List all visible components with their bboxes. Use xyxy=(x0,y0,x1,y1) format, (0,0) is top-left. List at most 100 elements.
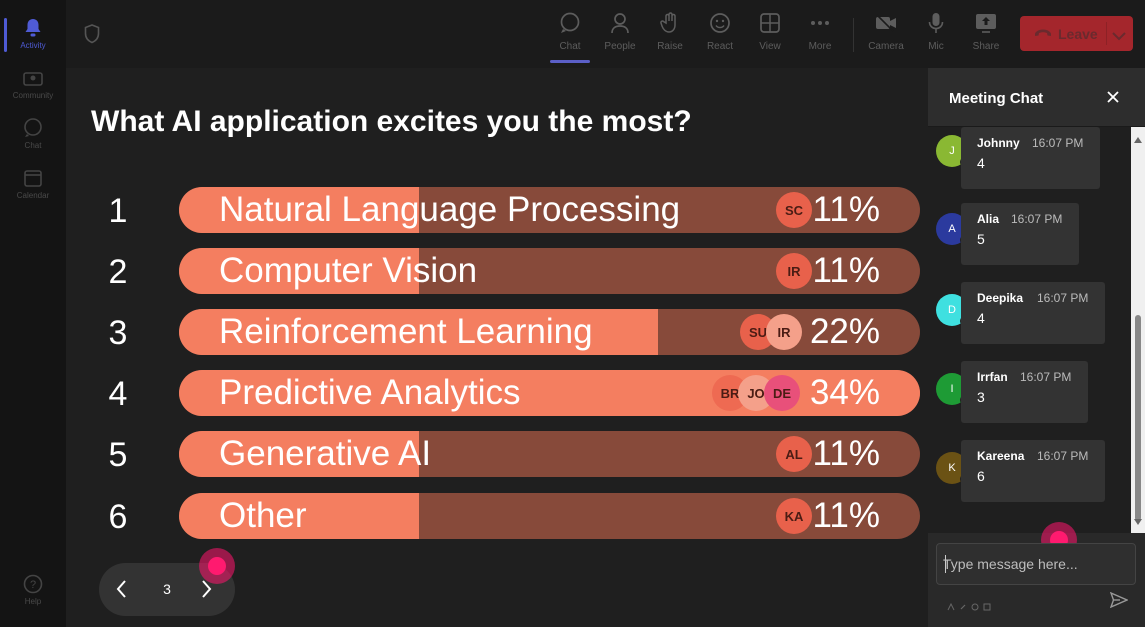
option-bar[interactable]: Generative AI AL 11% xyxy=(179,431,920,477)
rail-item-help[interactable]: ? Help xyxy=(0,564,66,616)
option-bar-fill xyxy=(179,309,659,355)
option-percent: 11% xyxy=(812,251,880,290)
message-input-box[interactable] xyxy=(936,543,1136,585)
option-number: 4 xyxy=(108,375,128,413)
chat-scrollbar[interactable] xyxy=(1131,127,1145,533)
option-number: 1 xyxy=(108,192,128,230)
sender-name: Alia xyxy=(977,212,1000,226)
poll-option[interactable]: 5 Generative AI AL 11% xyxy=(66,431,928,477)
camera-button-label: Camera xyxy=(868,41,904,52)
chat-button-label: Chat xyxy=(559,41,581,52)
grid-view-icon xyxy=(759,12,781,34)
poll-question: What AI application excites you the most… xyxy=(91,105,692,138)
scroll-down-icon[interactable] xyxy=(1134,512,1142,530)
message-time: 16:07 PM xyxy=(1032,136,1084,150)
rail-item-calendar[interactable]: Calendar xyxy=(0,158,66,210)
people-button[interactable]: People xyxy=(597,10,643,60)
option-bar[interactable]: Computer Vision IR 11% xyxy=(179,248,920,294)
microphone-icon xyxy=(925,12,947,34)
mic-button[interactable]: Mic xyxy=(913,10,959,60)
chevron-right-icon[interactable] xyxy=(199,578,213,605)
raise-hand-button[interactable]: Raise xyxy=(647,10,693,60)
rail-item-community[interactable]: Community xyxy=(0,58,66,110)
view-button[interactable]: View xyxy=(747,10,793,60)
option-percent: 11% xyxy=(812,434,880,473)
chevron-down-icon[interactable] xyxy=(1112,28,1126,46)
poll-option[interactable]: 6 Other KA 11% xyxy=(66,493,928,539)
camera-button[interactable]: Camera xyxy=(863,10,909,60)
hang-up-icon xyxy=(1034,25,1052,43)
scrollbar-thumb[interactable] xyxy=(1135,315,1141,521)
message-bubble: Kareena 16:07 PM 6 xyxy=(961,440,1105,502)
rail-item-label: Calendar xyxy=(16,191,50,200)
option-label: Generative AI xyxy=(219,434,432,473)
meeting-toolbar: Chat People Raise React View xyxy=(66,0,1145,68)
smiley-icon xyxy=(709,12,731,34)
voter-avatar: IR xyxy=(776,253,812,289)
leave-button-label: Leave xyxy=(1058,25,1098,42)
rail-item-label: Chat xyxy=(24,141,42,150)
poll-option[interactable]: 3 Reinforcement Learning SU IR 22% xyxy=(66,309,928,355)
rail-item-chat[interactable]: Chat xyxy=(0,108,66,160)
message-time: 16:07 PM xyxy=(1020,370,1072,384)
more-button[interactable]: More xyxy=(797,10,843,60)
option-bar[interactable]: Other KA 11% xyxy=(179,493,920,539)
leave-divider xyxy=(1106,22,1107,45)
poll-option[interactable]: 2 Computer Vision IR 11% xyxy=(66,248,928,294)
voter-avatar: KA xyxy=(776,498,812,534)
option-percent: 34% xyxy=(809,373,880,412)
chat-icon xyxy=(559,12,581,34)
message-text: 4 xyxy=(977,155,985,171)
option-number: 2 xyxy=(108,253,128,291)
option-label: Computer Vision xyxy=(219,251,478,290)
message-input[interactable] xyxy=(943,554,1128,574)
option-percent: 11% xyxy=(812,496,880,535)
close-icon[interactable] xyxy=(1106,90,1120,109)
voter-avatar: AL xyxy=(776,436,812,472)
hand-icon xyxy=(659,12,681,34)
scroll-up-icon[interactable] xyxy=(1134,130,1142,148)
option-bar[interactable]: Reinforcement Learning SU IR 22% xyxy=(179,309,920,355)
chat-title: Meeting Chat xyxy=(949,90,1044,107)
mic-button-label: Mic xyxy=(928,41,944,52)
leave-button[interactable]: Leave xyxy=(1020,16,1133,51)
chat-icon xyxy=(23,118,43,138)
toolbar-divider xyxy=(853,18,854,52)
option-label: Predictive Analytics xyxy=(219,373,521,412)
gif-icon[interactable] xyxy=(983,598,991,616)
react-button[interactable]: React xyxy=(697,10,743,60)
message-time: 16:07 PM xyxy=(1011,212,1063,226)
option-bar[interactable]: Natural Language Processing SC 11% xyxy=(179,187,920,233)
message-text: 5 xyxy=(977,231,985,247)
poll-option[interactable]: 4 Predictive Analytics BR JO DE 34% xyxy=(66,370,928,416)
option-bar[interactable]: Predictive Analytics BR JO DE 34% xyxy=(179,370,920,416)
share-button[interactable]: Share xyxy=(963,10,1009,60)
rail-item-label: Help xyxy=(24,597,42,606)
rail-item-activity[interactable]: Activity xyxy=(0,8,66,60)
option-percent: 11% xyxy=(812,190,880,229)
chat-button[interactable]: Chat xyxy=(547,10,593,63)
option-number: 3 xyxy=(108,314,128,352)
send-icon[interactable] xyxy=(1109,591,1129,613)
sender-name: Irrfan xyxy=(977,370,1008,384)
help-icon: ? xyxy=(23,574,43,594)
attach-icon[interactable] xyxy=(959,598,967,616)
option-bar-fill xyxy=(179,187,419,233)
people-button-label: People xyxy=(604,41,636,52)
people-icon xyxy=(609,12,631,34)
react-button-label: React xyxy=(706,41,734,52)
message-text: 6 xyxy=(977,468,985,484)
voter-avatar: IR xyxy=(766,314,802,350)
chat-messages: J Johnny 16:07 PM 4 A Alia 16:07 PM 5 D xyxy=(928,127,1131,533)
camera-off-icon xyxy=(875,12,897,34)
view-button-label: View xyxy=(759,41,781,52)
poll-option[interactable]: 1 Natural Language Processing SC 11% xyxy=(66,187,928,233)
sender-name: Johnny xyxy=(977,136,1020,150)
option-bar-fill xyxy=(179,493,419,539)
option-number: 6 xyxy=(108,498,128,536)
format-icon[interactable] xyxy=(947,598,955,616)
voter-avatar: SC xyxy=(776,192,812,228)
emoji-icon[interactable] xyxy=(971,598,979,616)
chevron-left-icon[interactable] xyxy=(115,578,129,605)
